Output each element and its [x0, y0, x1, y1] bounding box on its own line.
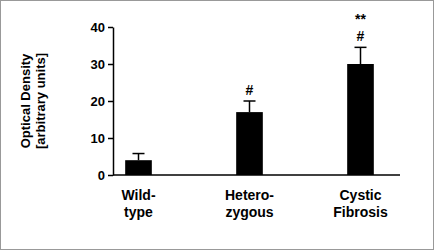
- y-tick-label: 10: [91, 131, 105, 146]
- x-tick-label: Hetero-zygous: [225, 187, 274, 220]
- y-tick-mark: [108, 138, 113, 140]
- error-cap: [133, 153, 145, 155]
- y-tick: 0: [98, 168, 113, 183]
- frame: [1, 1, 434, 250]
- x-axis-line: [113, 174, 400, 176]
- y-tick-label: 40: [91, 20, 105, 35]
- y-axis-title: Optical Density[arbitrary units]: [18, 53, 48, 149]
- error-bar: [355, 47, 367, 64]
- y-tick-mark: [108, 175, 113, 177]
- plot-area: [125, 47, 374, 175]
- y-tick: 20: [91, 94, 113, 109]
- bar: [347, 64, 374, 175]
- x-tick-label: CysticFibrosis: [333, 187, 388, 220]
- y-tick-label: 0: [98, 168, 105, 183]
- x-axis: Wild-type Hetero-zygous CysticFibrosis: [121, 187, 387, 220]
- error-bar: [244, 101, 256, 112]
- bar: [236, 112, 263, 175]
- error-cap: [355, 47, 367, 49]
- y-tick: 40: [91, 20, 113, 35]
- bar: [125, 160, 152, 175]
- x-tick-label: Wild-type: [121, 187, 155, 220]
- error-cap: [244, 100, 256, 102]
- error-bar: [133, 154, 145, 161]
- y-tick-label: 20: [91, 94, 105, 109]
- annotation: #: [246, 82, 254, 98]
- y-tick-mark: [108, 101, 113, 103]
- y-tick: 10: [91, 131, 113, 146]
- chart: 0 10 20 30 40 Wild-type Hetero-zygous CysticFib…: [0, 0, 434, 250]
- error-line: [249, 101, 251, 112]
- y-axis: 0 10 20 30 40: [91, 20, 114, 183]
- annotation: **: [355, 11, 366, 27]
- y-tick: 30: [91, 57, 113, 72]
- y-tick-label: 30: [91, 57, 105, 72]
- error-line: [138, 154, 140, 161]
- y-tick-mark: [108, 64, 113, 66]
- annotation: #: [357, 28, 365, 44]
- error-line: [360, 47, 362, 64]
- y-tick-mark: [108, 27, 113, 29]
